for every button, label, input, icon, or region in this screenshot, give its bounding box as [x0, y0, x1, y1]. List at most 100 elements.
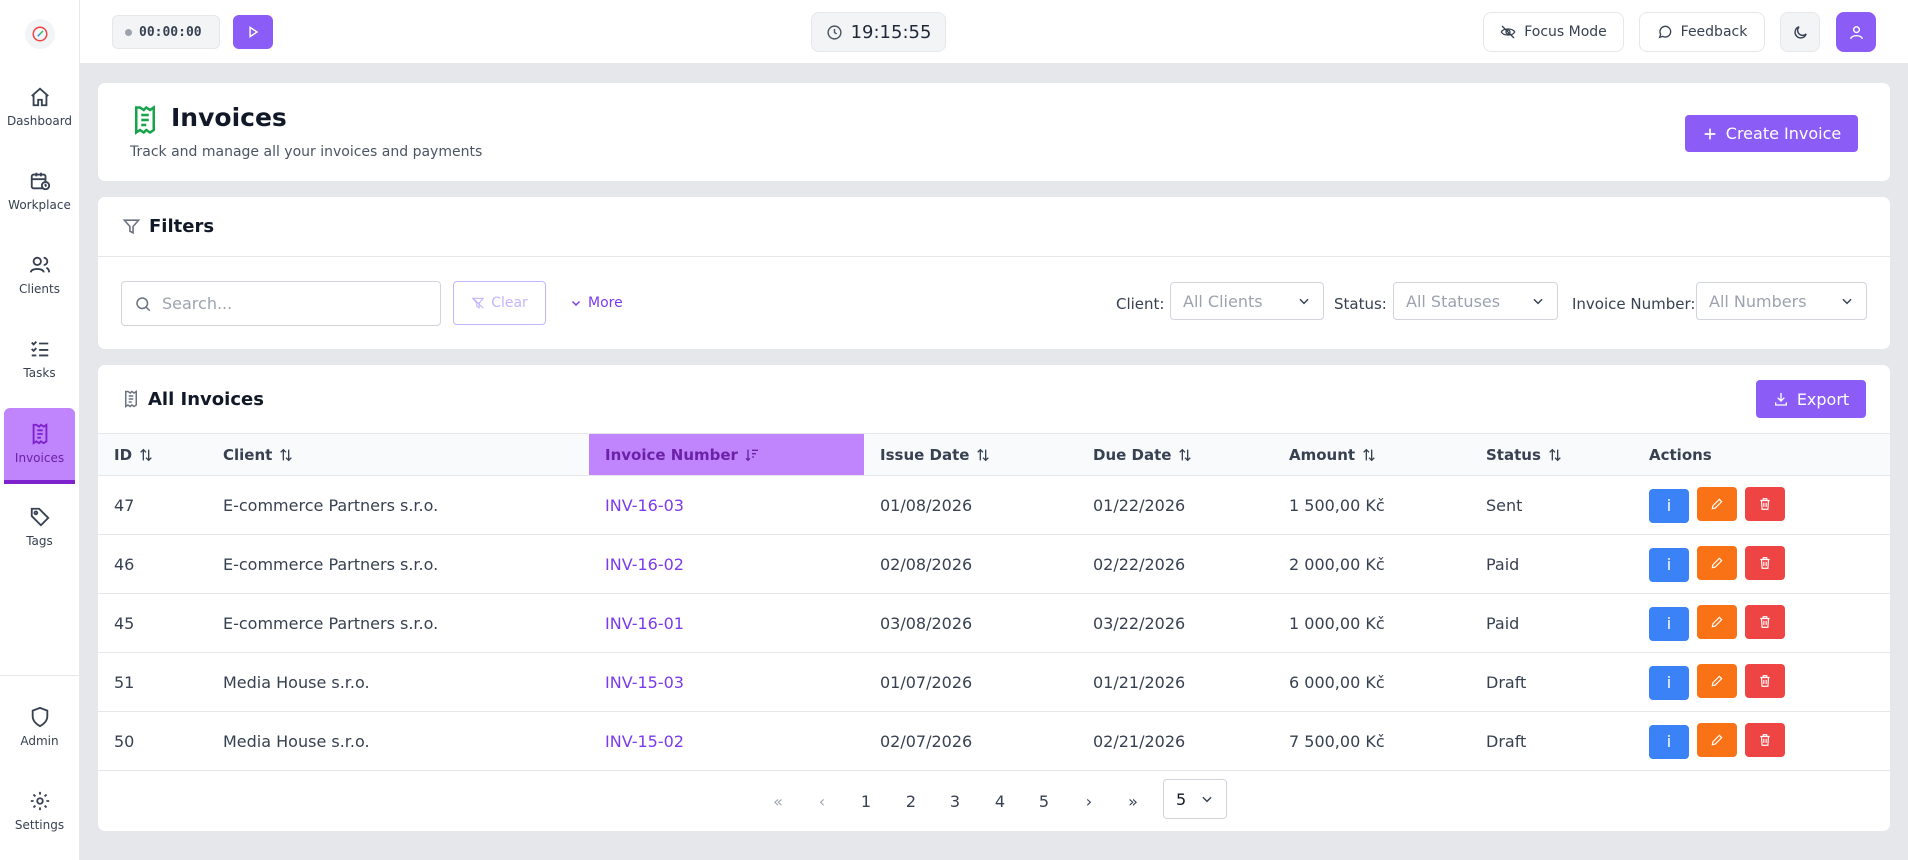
pencil-icon [1711, 734, 1723, 746]
cell-id: 51 [98, 652, 207, 712]
last-page-button[interactable]: » [1128, 791, 1138, 811]
pencil-icon [1711, 616, 1723, 628]
per-page-select[interactable]: 5 [1163, 779, 1227, 819]
invoices-title: All Invoices [148, 388, 264, 410]
more-filters-button[interactable]: More [570, 295, 623, 311]
delete-button[interactable] [1745, 546, 1785, 581]
sort-icon [140, 448, 152, 462]
feedback-button[interactable]: Feedback [1639, 12, 1765, 52]
column-header-amount[interactable]: Amount [1273, 433, 1470, 476]
cell-client: E-commerce Partners s.r.o. [207, 475, 589, 535]
status-filter-select[interactable]: All Statuses [1393, 282, 1558, 320]
sort-icon [1179, 448, 1192, 462]
sidebar-item-tasks[interactable]: Tasks [4, 321, 75, 397]
sidebar-item-workplace[interactable]: Workplace [4, 153, 75, 229]
cell-issue-date: 01/08/2026 [864, 475, 1077, 535]
export-button[interactable]: Export [1756, 380, 1866, 418]
column-header-issue-date[interactable]: Issue Date [864, 433, 1077, 476]
user-menu-button[interactable] [1836, 12, 1876, 52]
sidebar-item-settings[interactable]: Settings [4, 773, 75, 849]
info-button[interactable]: i [1649, 606, 1689, 641]
start-timer-button[interactable] [233, 15, 273, 49]
cell-status: Draft [1470, 652, 1633, 712]
sort-icon [280, 448, 293, 462]
sidebar-item-label: Tags [26, 534, 53, 548]
cell-actions: i [1633, 711, 1890, 771]
delete-button[interactable] [1745, 487, 1785, 522]
sidebar-item-clients[interactable]: Clients [4, 237, 75, 313]
delete-button[interactable] [1745, 664, 1785, 699]
invoice-number-link[interactable]: INV-15-03 [589, 652, 864, 712]
theme-toggle-button[interactable] [1780, 12, 1820, 52]
column-header-client[interactable]: Client [207, 433, 589, 476]
filters-panel: Filters Clear More Client: All Clients S… [97, 196, 1891, 350]
number-filter-value: All Numbers [1709, 291, 1807, 311]
trash-icon [1760, 616, 1770, 629]
column-header-id[interactable]: ID [98, 433, 207, 476]
gear-icon [30, 791, 49, 811]
search-input[interactable] [162, 294, 422, 313]
cell-actions: i [1633, 593, 1890, 653]
info-button[interactable]: i [1649, 488, 1689, 523]
more-label: More [588, 295, 623, 311]
edit-button[interactable] [1697, 546, 1737, 581]
per-page-value: 5 [1176, 789, 1187, 809]
list-checks-icon [30, 341, 48, 357]
column-header-due-date[interactable]: Due Date [1077, 433, 1273, 476]
edit-button[interactable] [1697, 664, 1737, 699]
cell-status: Sent [1470, 475, 1633, 535]
next-page-button[interactable]: › [1085, 791, 1093, 811]
table-row: 46 E-commerce Partners s.r.o. INV-16-02 … [98, 534, 1890, 594]
cell-id: 45 [98, 593, 207, 653]
edit-button[interactable] [1697, 487, 1737, 522]
page-button-4[interactable]: 4 [994, 791, 1006, 811]
sort-descending-icon [745, 449, 758, 462]
table-header-row: ID Client Invoice Number Issue Date Due … [98, 433, 1890, 476]
cell-client: E-commerce Partners s.r.o. [207, 534, 589, 594]
focus-mode-button[interactable]: Focus Mode [1483, 12, 1624, 52]
sidebar-item-dashboard[interactable]: Dashboard [4, 69, 75, 145]
invoice-number-link[interactable]: INV-15-02 [589, 711, 864, 771]
first-page-button[interactable]: « [773, 791, 783, 811]
invoice-number-link[interactable]: INV-16-03 [589, 475, 864, 535]
search-box[interactable] [121, 281, 441, 326]
column-header-status[interactable]: Status [1470, 433, 1633, 476]
sidebar-item-admin[interactable]: Admin [4, 689, 75, 765]
app-logo[interactable] [25, 19, 55, 49]
cell-status: Paid [1470, 593, 1633, 653]
info-button[interactable]: i [1649, 724, 1689, 759]
message-icon [1658, 25, 1671, 39]
table-row: 50 Media House s.r.o. INV-15-02 02/07/20… [98, 711, 1890, 771]
delete-button[interactable] [1745, 723, 1785, 758]
page-button-2[interactable]: 2 [905, 791, 917, 811]
create-invoice-label: Create Invoice [1725, 124, 1842, 143]
sidebar-item-tags[interactable]: Tags [4, 489, 75, 565]
invoice-number-link[interactable]: INV-16-02 [589, 534, 864, 594]
create-invoice-button[interactable]: Create Invoice [1685, 115, 1858, 152]
column-header-invoice-number[interactable]: Invoice Number [589, 433, 864, 476]
invoice-number-link[interactable]: INV-16-01 [589, 593, 864, 653]
page-button-3[interactable]: 3 [949, 791, 961, 811]
delete-button[interactable] [1745, 605, 1785, 640]
pencil-icon [1711, 557, 1723, 569]
receipt-icon [125, 390, 137, 408]
cell-client: Media House s.r.o. [207, 652, 589, 712]
clock: 19:15:55 [811, 12, 946, 52]
info-button[interactable]: i [1649, 665, 1689, 700]
client-filter-value: All Clients [1183, 291, 1263, 311]
number-filter-select[interactable]: All Numbers [1696, 282, 1867, 320]
filter-x-icon [471, 297, 485, 309]
eye-off-icon [1500, 25, 1516, 39]
prev-page-button[interactable]: ‹ [818, 791, 826, 811]
page-button-5[interactable]: 5 [1038, 791, 1050, 811]
info-button[interactable]: i [1649, 547, 1689, 582]
edit-button[interactable] [1697, 605, 1737, 640]
edit-button[interactable] [1697, 723, 1737, 758]
trash-icon [1760, 557, 1770, 570]
sidebar-item-invoices[interactable]: Invoices [4, 408, 75, 484]
cell-actions: i [1633, 652, 1890, 712]
focus-mode-label: Focus Mode [1524, 24, 1607, 40]
client-filter-select[interactable]: All Clients [1170, 282, 1324, 320]
page-button-1[interactable]: 1 [860, 791, 872, 811]
clear-filters-button[interactable]: Clear [453, 281, 546, 325]
